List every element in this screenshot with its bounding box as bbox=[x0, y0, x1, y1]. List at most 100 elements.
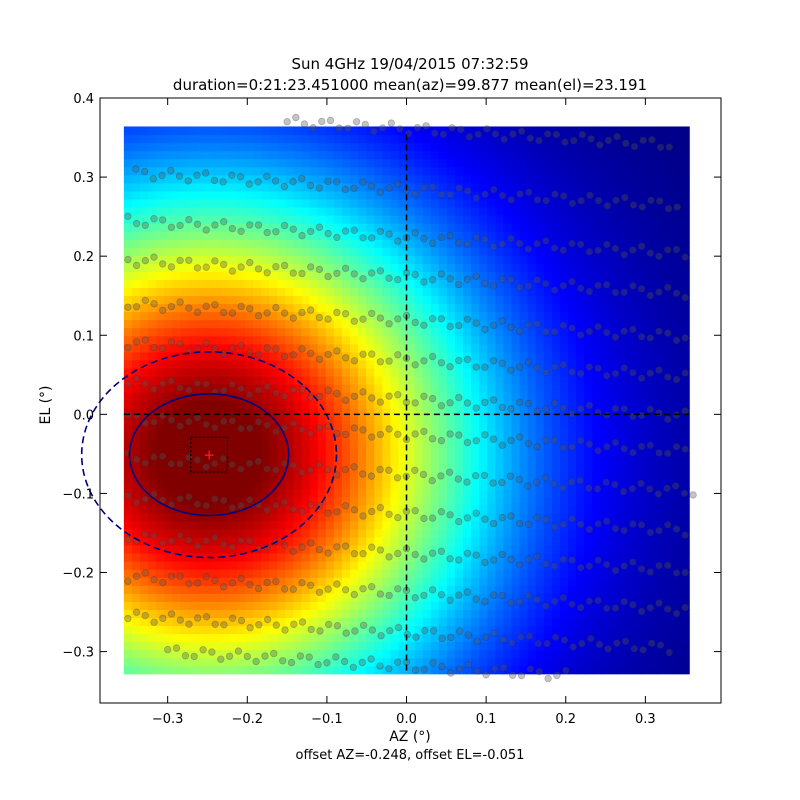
heatmap-cell bbox=[317, 569, 327, 578]
heatmap-cell bbox=[309, 609, 319, 618]
heatmap-cell bbox=[535, 593, 545, 602]
heatmap-cell bbox=[398, 206, 408, 216]
heatmap-cell bbox=[664, 464, 674, 474]
heatmap-cell bbox=[325, 504, 335, 514]
heatmap-cell bbox=[632, 359, 642, 369]
heatmap-cell bbox=[454, 351, 464, 361]
heatmap-cell bbox=[293, 255, 303, 264]
heatmap-cell bbox=[414, 593, 424, 602]
heatmap-cell bbox=[664, 174, 674, 184]
heatmap-cell bbox=[180, 625, 190, 635]
heatmap-cell bbox=[196, 223, 206, 232]
heatmap-cell bbox=[584, 319, 593, 329]
heatmap-cell bbox=[664, 504, 674, 514]
heatmap-cell bbox=[543, 287, 553, 297]
heatmap-cell bbox=[406, 182, 416, 192]
heatmap-cell bbox=[123, 190, 133, 200]
heatmap-cell bbox=[673, 617, 682, 627]
heatmap-cell bbox=[446, 215, 456, 224]
heatmap-cell bbox=[188, 279, 198, 289]
heatmap-cell bbox=[374, 585, 383, 594]
heatmap-cell bbox=[293, 424, 303, 433]
heatmap-cell bbox=[253, 311, 262, 321]
heatmap-cell bbox=[188, 198, 198, 208]
heatmap-cell bbox=[479, 182, 488, 192]
scan-point bbox=[498, 275, 506, 283]
heatmap-cell bbox=[293, 351, 303, 361]
heatmap-cell bbox=[245, 158, 254, 168]
heatmap-cell bbox=[664, 488, 674, 498]
heatmap-cell bbox=[277, 174, 286, 184]
heatmap-cell bbox=[325, 617, 335, 627]
heatmap-cell bbox=[592, 593, 601, 602]
heatmap-cell bbox=[406, 174, 416, 184]
heatmap-cell bbox=[438, 263, 448, 272]
heatmap-cell bbox=[568, 150, 577, 160]
heatmap-cell bbox=[180, 496, 190, 506]
heatmap-cell bbox=[527, 536, 537, 546]
heatmap-cell bbox=[414, 215, 424, 224]
heatmap-cell bbox=[519, 158, 529, 168]
heatmap-cell bbox=[406, 536, 416, 546]
heatmap-cell bbox=[487, 295, 496, 305]
heatmap-cell bbox=[253, 601, 262, 610]
heatmap-cell bbox=[366, 496, 375, 506]
heatmap-cell bbox=[349, 271, 359, 280]
heatmap-cell bbox=[656, 351, 666, 361]
heatmap-cell bbox=[519, 384, 529, 393]
heatmap-cell bbox=[592, 351, 601, 361]
heatmap-cell bbox=[543, 520, 553, 530]
heatmap-cell bbox=[568, 448, 577, 458]
heatmap-cell bbox=[535, 142, 545, 152]
heatmap-cell bbox=[172, 343, 182, 353]
heatmap-cell bbox=[616, 504, 626, 514]
heatmap-cell bbox=[148, 544, 157, 554]
heatmap-cell bbox=[156, 536, 165, 546]
heatmap-cell bbox=[140, 553, 149, 562]
heatmap-cell bbox=[172, 593, 182, 602]
heatmap-cell bbox=[656, 303, 666, 313]
heatmap-cell bbox=[382, 223, 391, 232]
heatmap-cell bbox=[228, 504, 238, 514]
heatmap-cell bbox=[495, 263, 505, 272]
heatmap-cell bbox=[172, 198, 182, 208]
heatmap-cell bbox=[487, 432, 496, 441]
heatmap-cell bbox=[164, 303, 173, 313]
heatmap-cell bbox=[463, 569, 472, 578]
heatmap-cell bbox=[600, 295, 610, 305]
heatmap-cell bbox=[673, 295, 682, 305]
scan-point bbox=[124, 212, 132, 220]
heatmap-cell bbox=[123, 472, 133, 482]
heatmap-cell bbox=[277, 206, 286, 216]
heatmap-cell bbox=[446, 625, 456, 635]
heatmap-cell bbox=[269, 456, 278, 466]
heatmap-cell bbox=[341, 335, 351, 345]
heatmap-cell bbox=[592, 215, 601, 224]
heatmap-cell bbox=[123, 335, 133, 345]
heatmap-cell bbox=[366, 561, 375, 570]
heatmap-cell bbox=[648, 625, 658, 635]
heatmap-cell bbox=[495, 577, 505, 586]
heatmap-cell bbox=[503, 440, 513, 449]
heatmap-cell bbox=[616, 271, 626, 280]
heatmap-cell bbox=[301, 247, 311, 256]
heatmap-cell bbox=[358, 464, 367, 474]
heatmap-cell bbox=[584, 569, 593, 578]
heatmap-cell bbox=[454, 287, 464, 297]
heatmap-cell bbox=[123, 496, 133, 506]
heatmap-cell bbox=[366, 456, 375, 466]
heatmap-cell bbox=[535, 174, 545, 184]
heatmap-cell bbox=[551, 496, 561, 506]
heatmap-cell bbox=[236, 311, 246, 321]
heatmap-cell bbox=[414, 158, 424, 168]
heatmap-cell bbox=[600, 255, 610, 264]
heatmap-cell bbox=[584, 496, 593, 506]
heatmap-cell bbox=[551, 295, 561, 305]
heatmap-cell bbox=[656, 255, 666, 264]
heatmap-cell bbox=[463, 633, 472, 643]
heatmap-cell bbox=[673, 528, 682, 538]
heatmap-cell bbox=[349, 577, 359, 586]
heatmap-cell bbox=[640, 416, 650, 425]
heatmap-cell bbox=[253, 174, 262, 184]
heatmap-cell bbox=[600, 593, 610, 602]
